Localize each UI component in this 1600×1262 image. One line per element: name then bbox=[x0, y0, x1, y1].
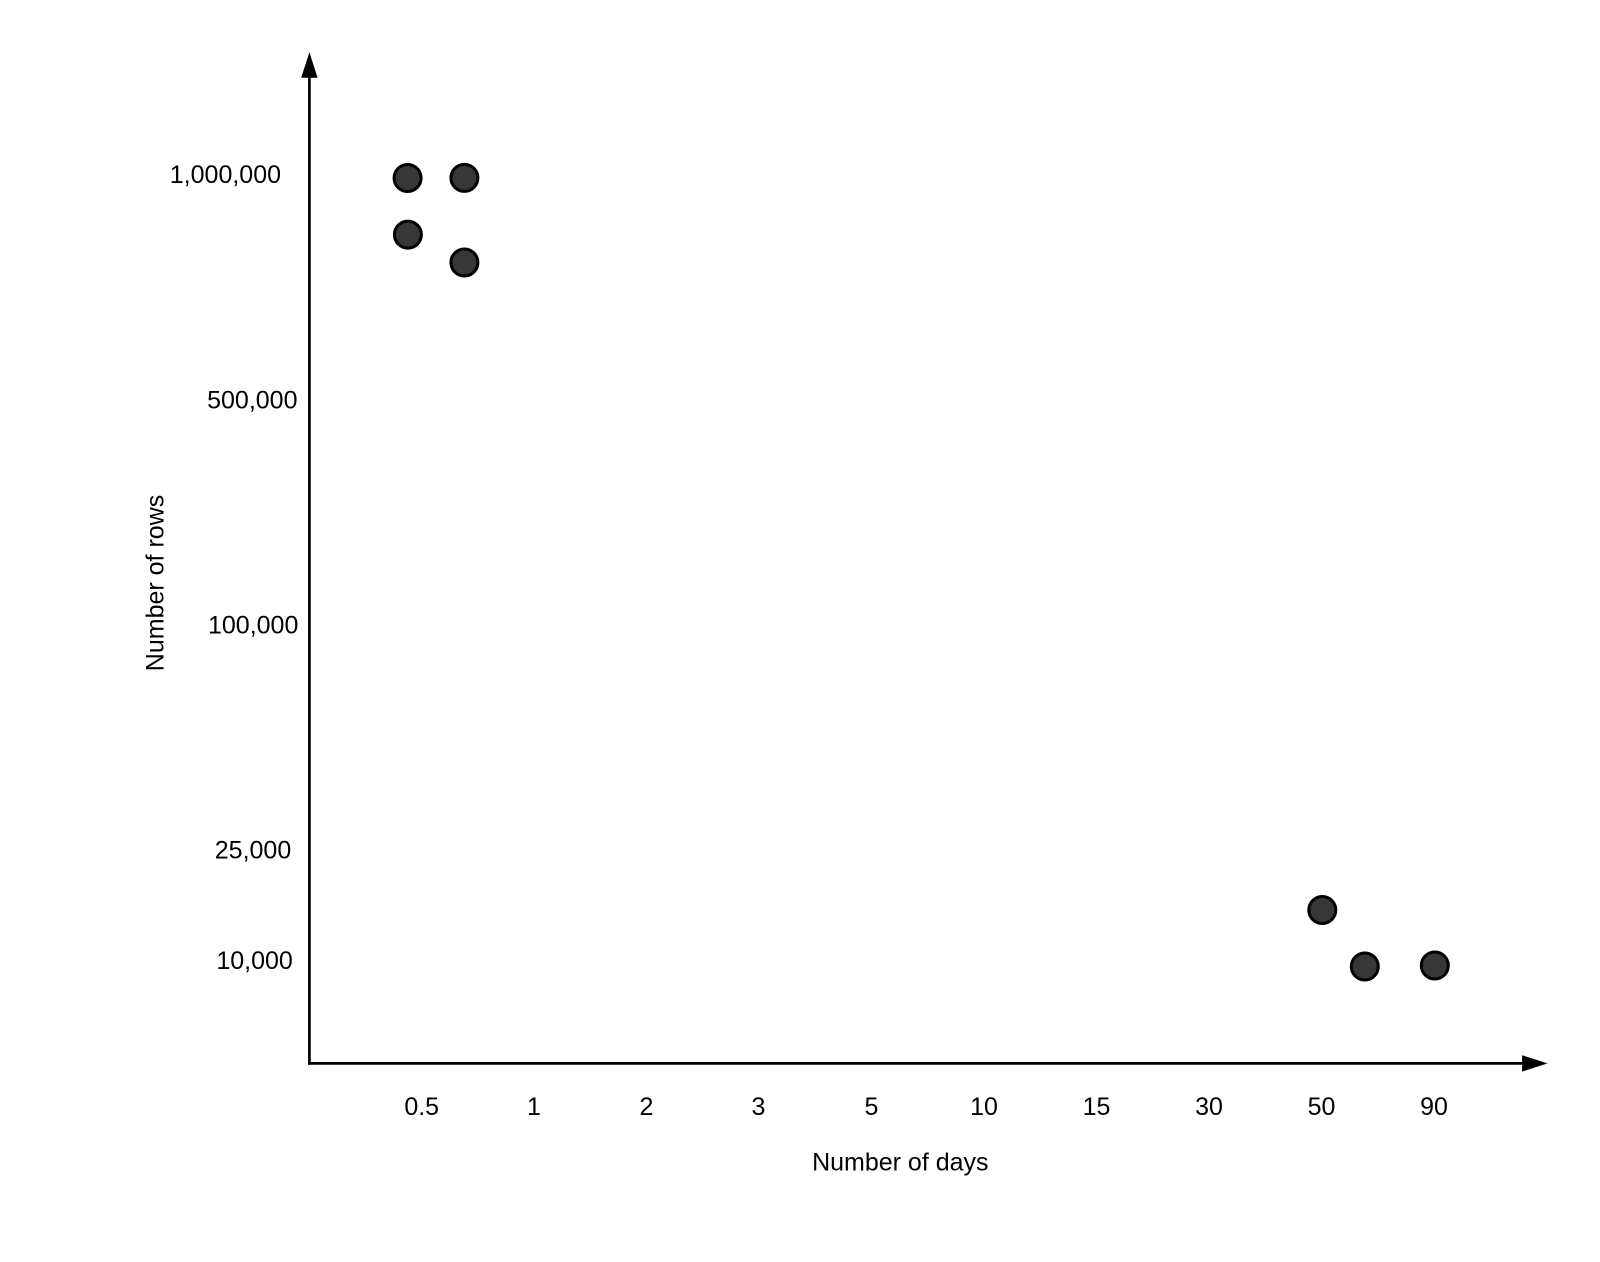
svg-text:30: 30 bbox=[1195, 1093, 1223, 1121]
svg-text:100,000: 100,000 bbox=[208, 612, 298, 640]
svg-text:1: 1 bbox=[527, 1093, 541, 1121]
svg-text:3: 3 bbox=[752, 1093, 766, 1121]
svg-text:Number of days: Number of days bbox=[812, 1149, 988, 1177]
svg-text:25,000: 25,000 bbox=[215, 836, 291, 864]
svg-text:2: 2 bbox=[640, 1093, 654, 1121]
svg-text:0.5: 0.5 bbox=[404, 1093, 439, 1121]
svg-text:1,000,000: 1,000,000 bbox=[170, 161, 281, 189]
svg-text:Number of rows: Number of rows bbox=[142, 495, 170, 671]
svg-text:10: 10 bbox=[970, 1093, 998, 1121]
svg-text:15: 15 bbox=[1083, 1093, 1111, 1121]
svg-text:50: 50 bbox=[1308, 1093, 1336, 1121]
svg-text:10,000: 10,000 bbox=[216, 947, 292, 975]
svg-text:5: 5 bbox=[865, 1093, 879, 1121]
svg-text:500,000: 500,000 bbox=[207, 387, 297, 415]
svg-text:90: 90 bbox=[1420, 1093, 1448, 1121]
